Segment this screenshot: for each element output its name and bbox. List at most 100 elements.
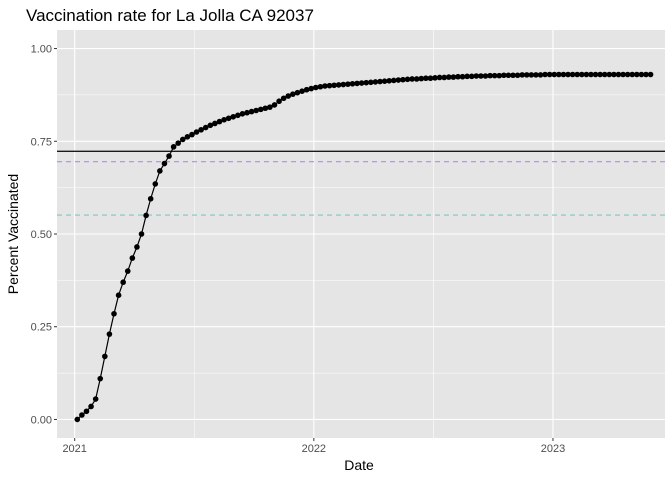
data-point [528, 72, 535, 78]
data-point [565, 71, 571, 78]
data-point [79, 412, 85, 418]
data-point [143, 212, 149, 219]
data-point [189, 131, 195, 138]
data-point [267, 104, 273, 110]
data-point [436, 74, 443, 81]
data-point [450, 74, 457, 80]
data-point [134, 244, 140, 250]
data-point [368, 79, 374, 86]
data-point [212, 120, 218, 127]
y-tick-label: 0.50 [31, 229, 52, 241]
data-point [303, 86, 310, 93]
data-point [478, 73, 484, 79]
data-point [262, 105, 269, 112]
y-tick-label: 0.75 [31, 136, 52, 148]
data-point [354, 80, 360, 87]
data-point [230, 113, 237, 120]
data-point [381, 78, 388, 84]
data-point [386, 78, 392, 84]
data-point [331, 82, 337, 89]
data-point [464, 73, 470, 80]
reference-lines [57, 150, 665, 216]
data-point [312, 84, 319, 91]
data-point [624, 71, 631, 78]
y-tick-label: 1.00 [31, 44, 52, 56]
data-point [597, 71, 603, 78]
data-point [198, 126, 204, 133]
data-point [445, 74, 452, 80]
data-point [88, 403, 94, 410]
data-point [97, 375, 104, 382]
data-point [455, 73, 461, 80]
data-point [193, 129, 200, 135]
data-point [510, 72, 516, 79]
data-point [290, 91, 296, 97]
data-point [276, 98, 282, 105]
data-point [606, 71, 613, 78]
data-point [647, 71, 654, 78]
data-point [390, 77, 397, 84]
data-point [363, 79, 370, 86]
data-point [166, 153, 172, 159]
data-point [468, 73, 475, 80]
data-point [294, 89, 301, 96]
grid-major [57, 30, 665, 438]
data-point [358, 80, 365, 86]
data-point [335, 82, 342, 88]
data-point [592, 71, 599, 78]
data-point [533, 72, 539, 78]
data-point [620, 71, 626, 78]
data-point [400, 76, 406, 83]
x-tick-label: 2022 [302, 443, 326, 455]
data-point [308, 85, 315, 92]
data-point [322, 83, 328, 89]
data-point [161, 160, 168, 167]
data-point [537, 72, 544, 78]
y-tick-label: 0.00 [31, 414, 52, 426]
data-point [239, 111, 246, 117]
data-point [542, 71, 548, 78]
data-point [574, 71, 581, 78]
data-point [505, 72, 512, 79]
data-point [377, 78, 383, 85]
y-axis: 0.00 0.25 0.50 0.75 1.00 [31, 44, 57, 426]
data-point [83, 408, 90, 415]
data-point [583, 71, 590, 78]
data-point [257, 106, 264, 113]
data-point [514, 72, 521, 79]
data-point [345, 81, 351, 87]
data-point [317, 83, 324, 90]
data-point [432, 75, 438, 81]
data-point [221, 116, 227, 123]
data-point [124, 268, 131, 274]
data-point [473, 73, 480, 79]
data-point [184, 134, 191, 140]
y-axis-title: Percent Vaccinated [5, 174, 21, 294]
data-point [225, 115, 232, 122]
data-point [551, 71, 558, 78]
data-point [152, 181, 159, 187]
data-point [175, 140, 182, 146]
data-point [643, 71, 649, 78]
data-point [427, 75, 434, 82]
data-point [106, 331, 113, 337]
data-point [326, 82, 333, 89]
data-point [202, 124, 209, 131]
x-axis-title: Date [344, 457, 374, 473]
x-axis: 2021 2022 2023 [62, 438, 565, 455]
data-point [74, 416, 81, 423]
data-point [487, 72, 493, 79]
chart-title: Vaccination rate for La Jolla CA 92037 [26, 6, 314, 25]
series-points-group [74, 71, 654, 423]
data-point [349, 80, 356, 87]
data-point [418, 75, 425, 82]
data-point [244, 109, 250, 116]
data-point [556, 71, 562, 78]
data-point [111, 310, 117, 317]
data-point [634, 71, 640, 78]
data-point [611, 71, 617, 78]
data-point [519, 72, 525, 78]
data-point [207, 122, 214, 129]
data-point [280, 95, 287, 102]
data-point [115, 292, 122, 299]
